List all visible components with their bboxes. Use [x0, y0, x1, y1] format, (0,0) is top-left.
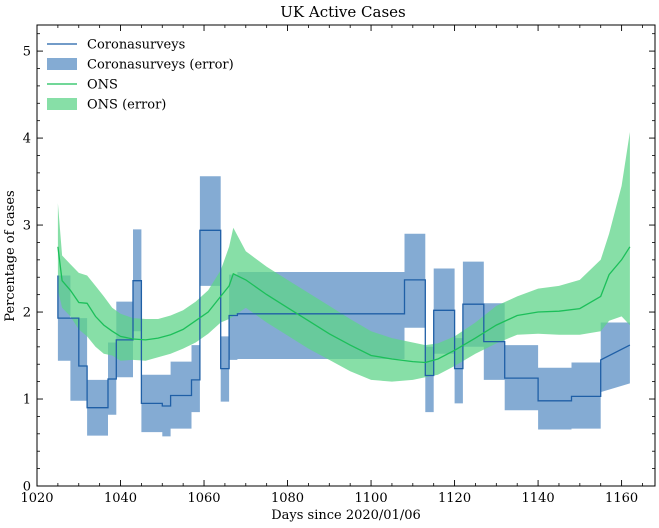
- x-tick-label: 1040: [104, 491, 137, 506]
- plot-area: [57, 132, 631, 437]
- x-tick-label: 1080: [271, 491, 304, 506]
- legend-swatch-cs_band: [47, 58, 77, 70]
- plot-frame: [36, 24, 656, 487]
- x-tick-label: 1100: [355, 491, 388, 506]
- x-axis: 1020 1040 1060 1080 1100 1120 1140 1160: [20, 25, 643, 506]
- x-tick-label: 1140: [522, 491, 555, 506]
- legend-label-cs_band: Coronasurveys (error): [87, 58, 234, 73]
- chart-title: UK Active Cases: [280, 3, 406, 21]
- coronasurveys-line: [57, 229, 631, 409]
- x-tick-label: 1160: [605, 491, 638, 506]
- x-tick-label: 1020: [20, 491, 53, 506]
- legend-label-cs_line: Coronasurveys: [87, 38, 185, 53]
- x-tick-label: 1060: [187, 491, 220, 506]
- ons-line: [57, 246, 631, 364]
- legend-swatch-ons_band: [47, 98, 77, 110]
- y-axis-label: Percentage of cases: [3, 190, 18, 321]
- y-tick-label: 5: [23, 45, 31, 60]
- x-axis-label: Days since 2020/01/06: [271, 508, 421, 523]
- legend-label-ons_line: ONS: [87, 78, 118, 93]
- legend-label-ons_band: ONS (error): [87, 98, 166, 113]
- y-tick-label: 0: [23, 480, 31, 495]
- x-tick-label: 1120: [438, 491, 471, 506]
- y-tick-label: 1: [23, 393, 31, 408]
- y-tick-label: 2: [23, 306, 31, 321]
- y-axis: 0 1 2 3 4 5: [23, 33, 655, 495]
- legend: Coronasurveys Coronasurveys (error) ONS ONS…: [47, 38, 234, 113]
- coronasurveys-error-band: [57, 176, 630, 437]
- ons-error-band: [57, 132, 630, 382]
- y-tick-label: 4: [23, 132, 31, 147]
- y-tick-label: 3: [23, 219, 31, 234]
